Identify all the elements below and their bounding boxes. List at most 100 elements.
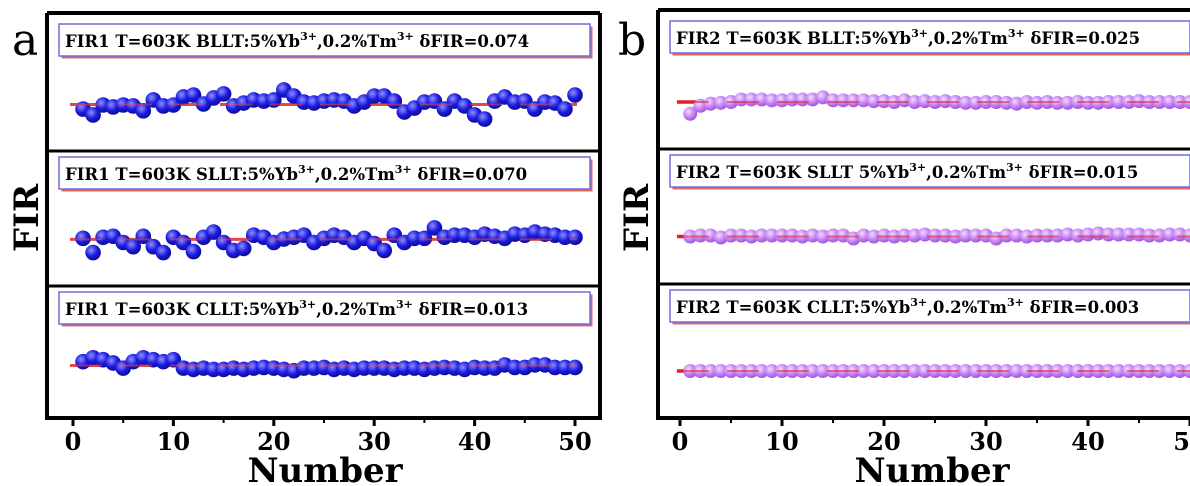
label-text: FIR1 T=603K SLLT:5%Yb bbox=[65, 165, 298, 184]
data-point bbox=[846, 93, 861, 108]
data-point bbox=[185, 243, 202, 260]
data-point bbox=[1162, 227, 1177, 242]
data-point bbox=[764, 93, 779, 108]
label-box bbox=[58, 156, 591, 190]
data-point bbox=[155, 244, 172, 261]
x-tick-label: 20 bbox=[867, 427, 900, 456]
label-superscript: 3+ bbox=[1008, 27, 1025, 40]
label-text: ,0.2%Tm bbox=[927, 298, 1007, 317]
data-point bbox=[85, 244, 101, 261]
data-point bbox=[775, 93, 789, 108]
label-text: ,0.2%Tm bbox=[928, 29, 1008, 48]
data-point bbox=[856, 93, 871, 108]
x-tick-label: 10 bbox=[157, 427, 190, 456]
x-tick-label: 0 bbox=[65, 427, 82, 456]
label-superscript: 3+ bbox=[910, 296, 927, 309]
subplot-a-3: FIR1 T=603K CLLT:5%Yb3+,0.2%Tm3+ δFIR=0.… bbox=[58, 291, 593, 379]
data-point bbox=[1060, 227, 1075, 242]
subplot-b-1: FIR2 T=603K BLLT:5%Yb3+,0.2%Tm3+ δFIR=0.… bbox=[658, 20, 1190, 151]
label-text: δFIR=0.025 bbox=[1025, 29, 1140, 48]
data-point bbox=[703, 364, 718, 378]
x-axis-label: Number bbox=[854, 451, 1010, 486]
data-point bbox=[866, 364, 881, 378]
data-point bbox=[1162, 95, 1177, 109]
data-point bbox=[1019, 229, 1034, 244]
data-point bbox=[856, 228, 871, 243]
data-point bbox=[416, 230, 433, 247]
data-point bbox=[917, 364, 932, 378]
data-point bbox=[85, 107, 101, 123]
data-points bbox=[75, 349, 583, 379]
label-superscript: 3+ bbox=[911, 27, 928, 40]
data-point bbox=[1111, 95, 1126, 109]
data-point bbox=[567, 87, 583, 103]
label-text: δFIR=0.074 bbox=[414, 32, 529, 51]
label-text: FIR1 T=603K BLLT:5%Yb bbox=[65, 32, 300, 51]
data-point bbox=[1009, 364, 1024, 378]
data-point bbox=[1162, 364, 1177, 378]
label-box bbox=[669, 20, 1190, 54]
data-point bbox=[764, 364, 779, 378]
data-point bbox=[968, 95, 983, 110]
label-text: ,0.2%Tm bbox=[315, 165, 395, 184]
subplot-b-3: FIR2 T=603K CLLT:5%Yb3+,0.2%Tm3+ δFIR=0.… bbox=[669, 289, 1190, 378]
data-point bbox=[968, 228, 983, 243]
data-point bbox=[866, 229, 881, 244]
data-point bbox=[456, 98, 473, 114]
label-superscript: 3+ bbox=[396, 298, 413, 311]
data-point bbox=[856, 364, 871, 378]
x-tick-label: 20 bbox=[257, 427, 290, 456]
data-point bbox=[1132, 227, 1146, 242]
subplot-a-2: FIR1 T=603K SLLT:5%Yb3+,0.2%Tm3+ δFIR=0.… bbox=[47, 156, 600, 288]
data-point bbox=[1009, 228, 1024, 243]
data-point bbox=[1152, 364, 1167, 378]
data-point bbox=[215, 86, 232, 102]
data-point bbox=[917, 94, 932, 109]
data-point bbox=[958, 228, 973, 243]
data-point bbox=[567, 229, 583, 246]
data-point bbox=[185, 87, 202, 103]
x-axis-label: Number bbox=[247, 451, 403, 486]
data-point bbox=[764, 228, 779, 243]
label-text: FIR2 T=603K SLLT 5%Yb bbox=[676, 163, 909, 182]
label-box bbox=[58, 291, 591, 325]
x-tick-label: 10 bbox=[765, 427, 798, 456]
label-superscript: 3+ bbox=[300, 30, 317, 43]
label-superscript: 3+ bbox=[298, 163, 315, 176]
label-superscript: 3+ bbox=[1006, 161, 1023, 174]
label-text: ,0.2%Tm bbox=[926, 163, 1006, 182]
data-point bbox=[805, 228, 820, 243]
label-box bbox=[58, 23, 591, 57]
subplot-label: FIR1 T=603K SLLT:5%Yb3+,0.2%Tm3+ δFIR=0.… bbox=[65, 163, 527, 184]
panel-b: b FIR 0 10 20 30 40 50 Number FIR2 T=603K BLLT:5%… bbox=[617, 8, 1190, 486]
label-superscript: 3+ bbox=[299, 298, 316, 311]
data-point bbox=[557, 101, 573, 117]
label-superscript: 3+ bbox=[1007, 296, 1024, 309]
data-point bbox=[1019, 95, 1034, 109]
label-box bbox=[669, 289, 1190, 323]
subplot-label: FIR2 T=603K SLLT 5%Yb3+,0.2%Tm3+ δFIR=0.… bbox=[676, 161, 1138, 182]
label-superscript: 3+ bbox=[909, 161, 926, 174]
data-point bbox=[1121, 227, 1136, 242]
data-point bbox=[1019, 364, 1034, 378]
data-point bbox=[1060, 95, 1075, 110]
label-text: ,0.2%Tm bbox=[316, 300, 396, 319]
data-point bbox=[703, 96, 718, 111]
label-text: δFIR=0.003 bbox=[1024, 298, 1139, 317]
data-point bbox=[1172, 227, 1187, 242]
x-tick-label: 0 bbox=[672, 427, 689, 456]
x-tick-label: 40 bbox=[1071, 427, 1104, 456]
x-tick-label: 40 bbox=[458, 427, 491, 456]
subplot-label: FIR2 T=603K BLLT:5%Yb3+,0.2%Tm3+ δFIR=0.… bbox=[676, 27, 1140, 48]
data-point bbox=[958, 95, 973, 110]
data-points bbox=[683, 226, 1190, 246]
x-tick-label: 30 bbox=[969, 427, 1002, 456]
label-text: δFIR=0.015 bbox=[1023, 163, 1138, 182]
data-point bbox=[815, 364, 830, 378]
data-point bbox=[1111, 227, 1126, 242]
label-text: ,0.2%Tm bbox=[317, 32, 397, 51]
data-point bbox=[135, 103, 152, 119]
x-tick-label: 50 bbox=[1173, 427, 1190, 456]
data-point bbox=[75, 230, 91, 247]
